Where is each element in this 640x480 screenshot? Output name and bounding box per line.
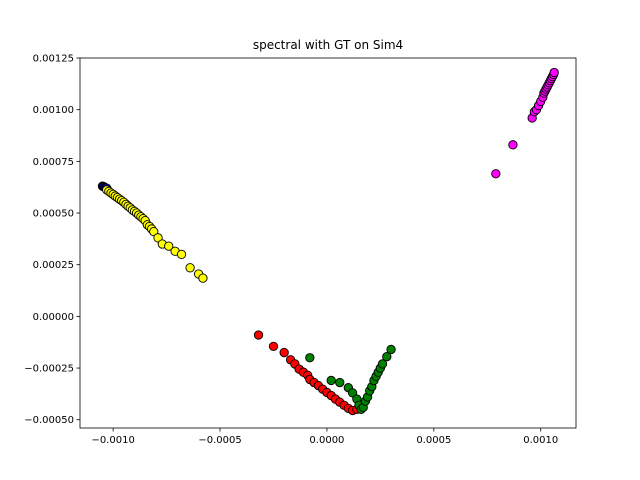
data-point [198,273,208,283]
series-3 [305,344,396,415]
y-tick-label: 0.00025 [33,260,74,271]
x-tick-label: 0.0005 [416,435,451,446]
data-point [491,169,501,179]
x-tick-label: 0.0010 [523,435,558,446]
data-point [326,375,336,386]
chart-title: spectral with GT on Sim4 [253,38,403,52]
series-2 [253,330,362,416]
data-point [386,344,396,355]
x-tick-label: 0.0000 [309,435,344,446]
data-point [253,330,264,340]
series-1 [102,185,208,283]
data-point [377,359,388,369]
y-tick-label: −0.00050 [24,415,74,426]
y-tick-label: 0.00050 [33,209,74,220]
y-axis: −0.00050 −0.00025 0.00000 0.00025 0.00050 0.0… [24,54,80,426]
y-tick-label: 0.00100 [33,105,74,116]
data-point [164,241,174,251]
y-tick-label: −0.00025 [24,364,74,375]
x-axis: −0.0010 −0.0005 0.0000 0.0005 0.0010 [91,428,558,446]
data-point [185,263,195,273]
data-point [549,67,559,78]
data-point [279,347,289,358]
y-tick-label: 0.00125 [33,54,74,65]
data-point [335,377,345,388]
data-point [305,353,315,363]
x-tick-label: −0.0005 [198,435,241,446]
x-tick-label: −0.0010 [91,435,134,446]
y-tick-label: 0.00000 [33,312,74,323]
data-point [176,249,187,260]
series-4 [491,67,559,179]
y-tick-label: 0.00075 [33,157,74,168]
data-point [268,341,279,352]
points-layer [97,67,559,416]
plot-frame [79,57,577,429]
data-point [508,140,518,150]
data-point [382,352,392,362]
